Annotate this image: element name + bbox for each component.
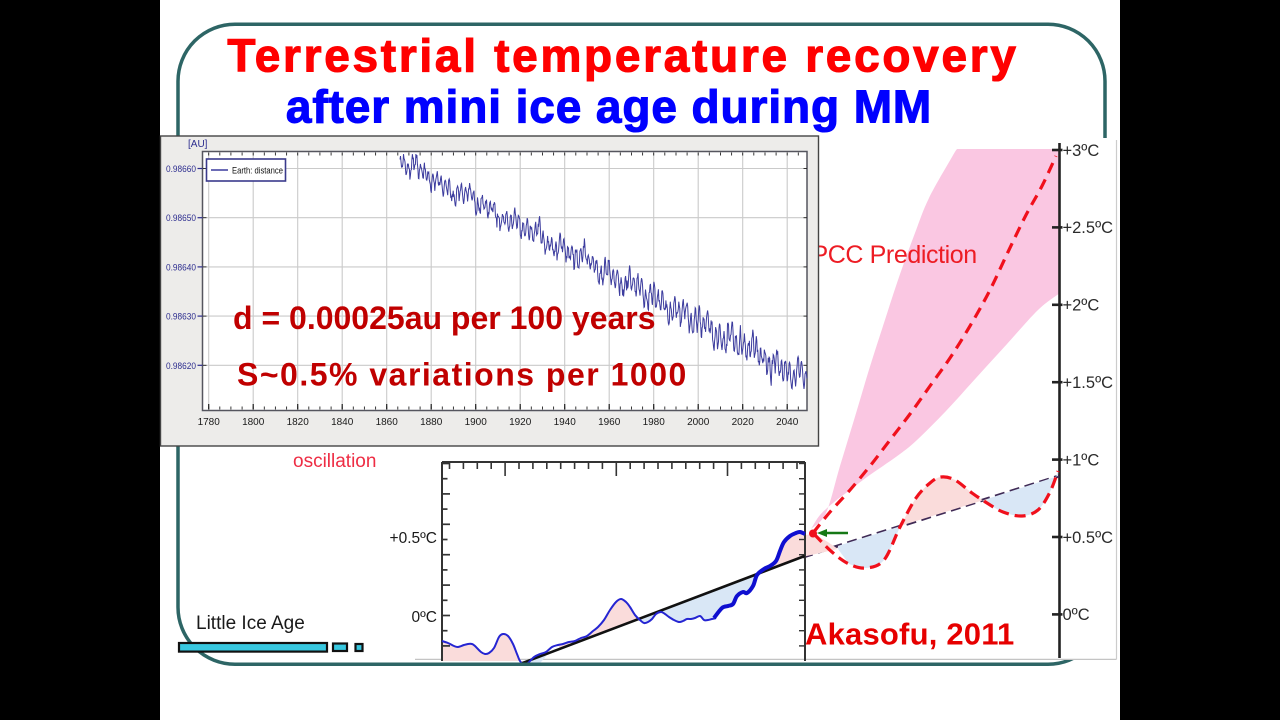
svg-text:1940: 1940 xyxy=(554,417,577,428)
svg-text:0.98650: 0.98650 xyxy=(166,213,196,224)
svg-text:0.98620: 0.98620 xyxy=(166,361,196,372)
svg-text:2020: 2020 xyxy=(732,417,755,428)
svg-text:1780: 1780 xyxy=(198,417,221,428)
svg-text:1820: 1820 xyxy=(287,417,310,428)
svg-text:1880: 1880 xyxy=(420,417,443,428)
svg-text:1980: 1980 xyxy=(643,417,666,428)
svg-text:0.98660: 0.98660 xyxy=(166,164,196,175)
svg-text:after mini ice age during MM: after mini ice age during MM xyxy=(286,81,932,133)
svg-text:1920: 1920 xyxy=(509,417,532,428)
svg-text:+1ºC: +1ºC xyxy=(1063,451,1100,469)
svg-text:2000: 2000 xyxy=(687,417,710,428)
svg-text:+0.5ºC: +0.5ºC xyxy=(390,530,437,547)
svg-text:Little Ice Age: Little Ice Age xyxy=(196,613,305,634)
svg-text:0.98630: 0.98630 xyxy=(166,312,196,323)
svg-text:1800: 1800 xyxy=(242,417,265,428)
svg-text:+2ºC: +2ºC xyxy=(1063,297,1100,315)
svg-text:0ºC: 0ºC xyxy=(1063,606,1090,624)
svg-text:2040: 2040 xyxy=(776,417,799,428)
svg-text:PCC Prediction: PCC Prediction xyxy=(812,241,977,269)
svg-text:Earth: distance: Earth: distance xyxy=(232,166,283,176)
svg-text:+2.5ºC: +2.5ºC xyxy=(1063,219,1114,237)
svg-text:1900: 1900 xyxy=(465,417,488,428)
svg-text:0ºC: 0ºC xyxy=(412,609,437,626)
svg-text:d = 0.00025au per 100 years: d = 0.00025au per 100 years xyxy=(233,300,656,336)
svg-text:S~0.5% variations per 1000: S~0.5% variations per 1000 xyxy=(237,357,688,393)
svg-text:Terrestrial temperature recove: Terrestrial temperature recovery xyxy=(227,30,1018,82)
svg-text:+1.5ºC: +1.5ºC xyxy=(1063,374,1114,392)
svg-text:0.98640: 0.98640 xyxy=(166,262,196,273)
svg-text:1840: 1840 xyxy=(331,417,354,428)
svg-text:oscillation: oscillation xyxy=(293,451,376,472)
svg-text:Akasofu, 2011: Akasofu, 2011 xyxy=(805,617,1014,652)
svg-text:1860: 1860 xyxy=(376,417,399,428)
svg-text:1960: 1960 xyxy=(598,417,621,428)
svg-text:+3ºC: +3ºC xyxy=(1063,142,1100,160)
svg-text:+0.5ºC: +0.5ºC xyxy=(1063,529,1114,547)
svg-text:[AU]: [AU] xyxy=(188,139,208,150)
